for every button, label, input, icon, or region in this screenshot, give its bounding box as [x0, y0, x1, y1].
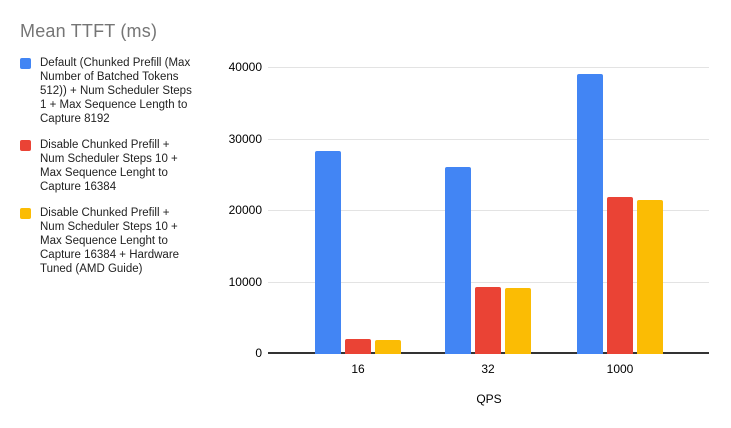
bar-group-1000	[577, 67, 663, 354]
legend-item-default: Default (Chunked Prefill (Max Number of …	[20, 56, 220, 126]
x-axis-title: QPS	[476, 392, 502, 406]
bar-disable-qps-16	[345, 339, 371, 354]
bar-group-32	[445, 67, 531, 354]
bar-disable-qps-1000	[607, 196, 633, 354]
legend-item-disable-chunked-prefill: Disable Chunked Prefill + Num Scheduler …	[20, 138, 220, 194]
bar-disable-qps-1000	[637, 200, 663, 354]
bar-group-16	[315, 67, 401, 354]
x-tick-label-1000: 1000	[606, 362, 634, 376]
legend-item-hardware-tuned: Disable Chunked Prefill + Num Scheduler …	[20, 206, 220, 276]
x-tick-label-16: 16	[351, 362, 365, 376]
bar-disable-qps-32	[505, 288, 531, 354]
legend-swatch-red	[20, 140, 31, 151]
gridline-40000	[268, 67, 709, 68]
bar-default-qps-16	[315, 150, 341, 354]
legend-swatch-yellow	[20, 208, 31, 219]
y-tick-label-10000: 10000	[228, 274, 262, 289]
bar-disable-qps-32	[475, 286, 501, 354]
bar-disable-qps-16	[375, 339, 401, 354]
gridline-20000	[268, 210, 709, 211]
y-tick-label-0: 0	[255, 346, 262, 360]
y-tick-label-20000: 20000	[228, 203, 262, 217]
chart-title: Mean TTFT (ms)	[20, 21, 158, 41]
gridline-10000	[268, 281, 709, 283]
legend-label: Disable Chunked Prefill + Num Scheduler …	[40, 139, 178, 193]
bar-default-qps-32	[445, 167, 471, 354]
x-tick-label-32: 32	[481, 362, 495, 376]
y-tick-label-40000: 40000	[228, 60, 262, 74]
gridline-30000	[268, 138, 709, 140]
bar-default-qps-1000	[577, 74, 603, 354]
legend-label: Default (Chunked Prefill (Max Number of …	[40, 57, 192, 125]
legend: Default (Chunked Prefill (Max Number of …	[20, 56, 220, 288]
legend-swatch-blue	[20, 58, 31, 69]
y-tick-label-30000: 30000	[228, 131, 262, 146]
legend-label: Disable Chunked Prefill + Num Scheduler …	[40, 207, 180, 275]
